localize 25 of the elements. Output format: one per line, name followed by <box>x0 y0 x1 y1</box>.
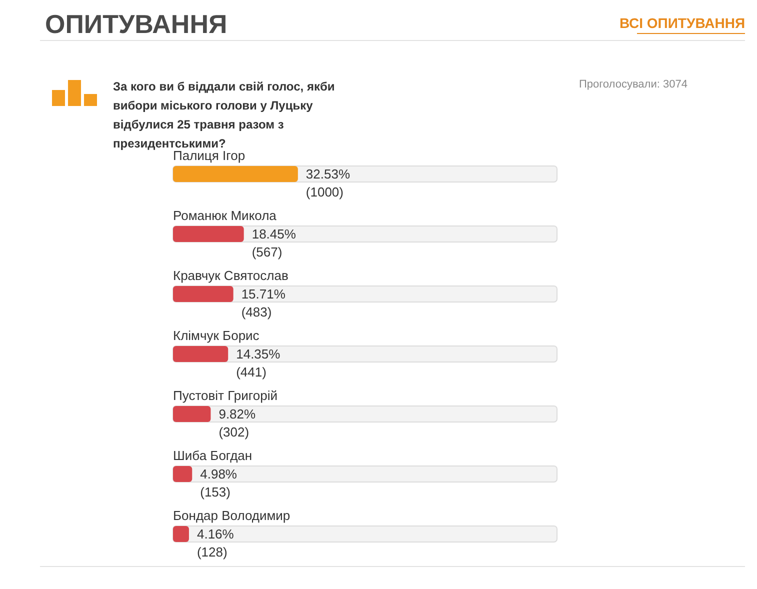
bar <box>173 286 234 302</box>
bar <box>173 346 228 362</box>
y-tick-label: Палиця Ігор <box>173 148 246 163</box>
data-label: 32.53% (1000) <box>306 166 350 200</box>
data-label: 15.71% (483) <box>241 286 286 320</box>
y-tick-label: Шиба Богдан <box>173 448 252 463</box>
y-tick-label: Клімчук Борис <box>173 328 260 343</box>
data-label: 14.35% (441) <box>236 346 281 380</box>
data-label: 4.16% (128) <box>196 526 234 560</box>
chart-subtitle: За кого ви б віддали свій голос, якби вибори міського голови у Луцьку відбулися 25 травня разом з президентськими? <box>113 80 338 150</box>
y-tick-label: Кравчук Святослав <box>173 268 288 283</box>
y-tick-label: Пустовіт Григорій <box>173 388 278 403</box>
bar <box>173 166 298 182</box>
text: Проголосували: 3074 <box>579 78 688 90</box>
chart-title: ОПИТУВАННЯ <box>45 9 228 39</box>
bar <box>173 406 211 422</box>
data-label: 18.45% (567) <box>252 226 296 260</box>
text: ВСІ ОПИТУВАННЯ <box>619 15 746 31</box>
data-label: 9.82% (302) <box>218 406 256 440</box>
bar <box>173 526 189 542</box>
bar <box>173 466 192 482</box>
y-tick-label: Романюк Микола <box>173 208 278 223</box>
y-tick-label: Бондар Володимир <box>173 508 290 523</box>
data-label: 4.98% (153) <box>200 466 238 500</box>
bar <box>173 226 244 242</box>
